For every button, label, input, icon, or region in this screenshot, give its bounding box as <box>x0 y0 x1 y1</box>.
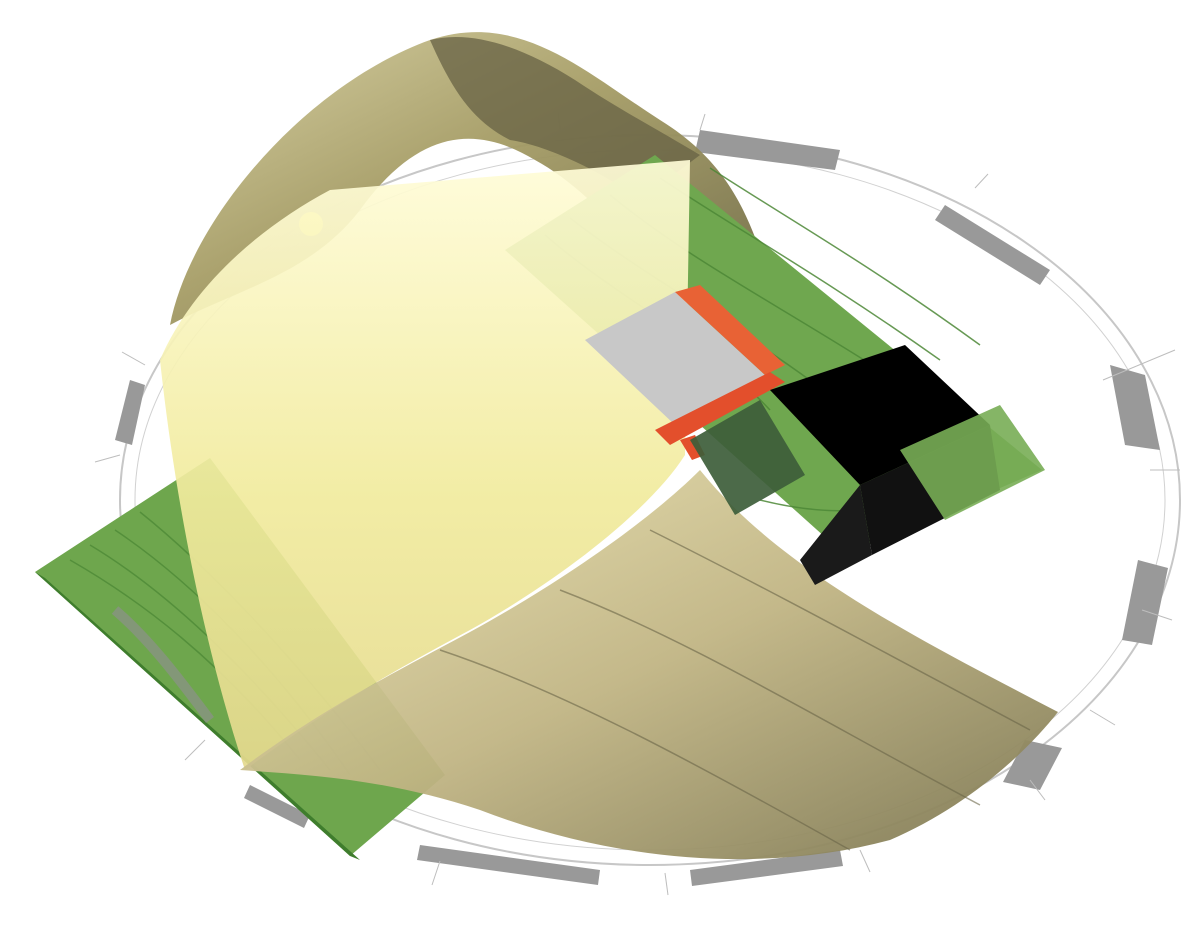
red-frame-side <box>655 372 785 445</box>
left-green-terrain-edge <box>35 572 360 860</box>
arch-shadow <box>430 36 700 201</box>
green-ledge <box>900 405 1045 520</box>
compass-ring-segments <box>115 130 1168 886</box>
lower-sun-arch <box>240 470 1058 860</box>
inner-building-shadow <box>690 400 805 515</box>
sun-projection-plane <box>160 160 690 770</box>
grey-building-top <box>585 292 765 425</box>
left-road <box>111 606 214 724</box>
lower-arch-lines <box>439 529 1031 851</box>
black-building-front <box>800 485 872 585</box>
red-frame-top <box>675 285 785 375</box>
